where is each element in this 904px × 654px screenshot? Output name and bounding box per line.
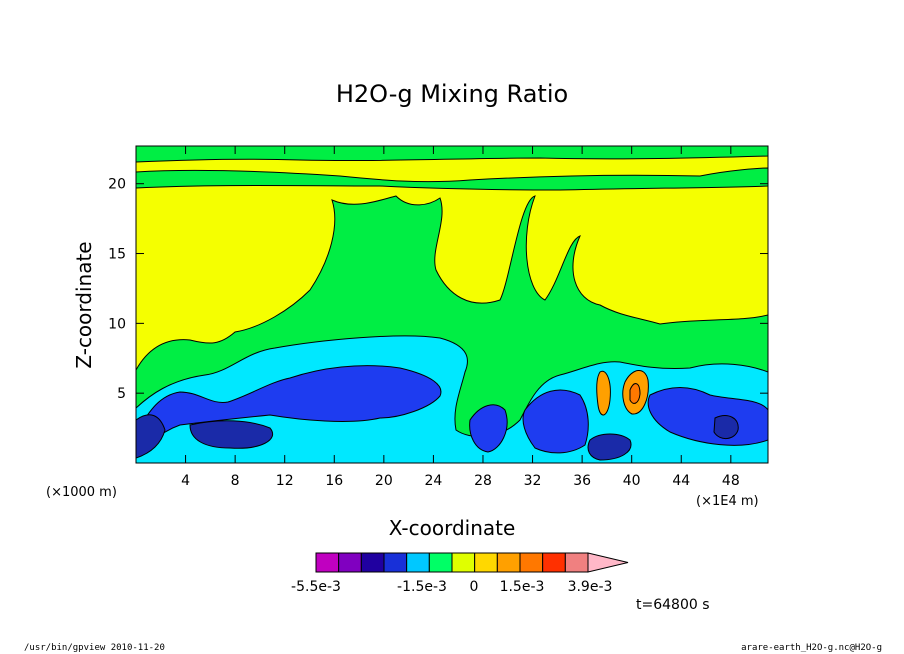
colorbar-label: -1.5e-3 [397, 579, 447, 595]
x-tick-label: 48 [722, 473, 740, 489]
plot-area [135, 145, 769, 464]
y-tick-label: 15 [108, 247, 126, 263]
field-cyan [136, 335, 768, 463]
colorbar-labels: -5.5e-3 -1.5e-3 0 1.5e-3 3.9e-3 [291, 579, 612, 595]
field-blue [136, 365, 442, 451]
x-tick-label: 4 [181, 473, 190, 489]
x-tick-label: 40 [623, 473, 641, 489]
colorbar-label: 3.9e-3 [568, 579, 613, 595]
x-unit-left: (×1000 m) [46, 485, 117, 500]
field-orange-core [629, 383, 641, 404]
x-tick-label: 28 [474, 473, 492, 489]
colorbar-label: -5.5e-3 [291, 579, 341, 595]
x-tick-label: 44 [672, 473, 690, 489]
x-tick-label: 24 [424, 473, 442, 489]
y-axis: 5 10 15 20 [108, 177, 768, 402]
colorbar-label: 0 [470, 579, 479, 595]
colorbar-cell [338, 552, 362, 573]
time-label: t=64800 s [636, 597, 710, 613]
x-tick-label: 20 [375, 473, 393, 489]
x-axis: 4 8 12 16 20 24 28 32 36 40 44 48 [181, 146, 740, 489]
colorbar [315, 552, 629, 573]
field-blue2 [469, 387, 768, 454]
footer-right: arare-earth_H2O-g.nc@H2O-g [741, 643, 882, 653]
x-axis-label: X-coordinate [389, 516, 516, 540]
colorbar-cell [451, 552, 476, 573]
field-dark-blue [136, 414, 739, 461]
x-tick-label: 32 [524, 473, 542, 489]
field-green-top [136, 167, 768, 191]
x-tick-label: 36 [573, 473, 591, 489]
y-tick-label: 20 [108, 177, 126, 193]
x-tick-label: 12 [276, 473, 294, 489]
colorbar-cell [406, 552, 430, 573]
x-unit-right: (×1E4 m) [696, 494, 759, 509]
colorbar-cell [474, 552, 498, 573]
chart-title: H2O-g Mixing Ratio [336, 80, 568, 108]
colorbar-cell [428, 552, 453, 573]
colorbar-cell [383, 552, 408, 573]
plot-frame [135, 145, 769, 464]
field-green-top2 [136, 146, 768, 163]
y-tick-label: 5 [117, 386, 126, 402]
colorbar-cell [315, 552, 340, 573]
footer-left: /usr/bin/gpview 2010-11-20 [24, 643, 165, 653]
y-tick-label: 10 [108, 316, 126, 332]
colorbar-label: 1.5e-3 [500, 579, 545, 595]
colorbar-cell [542, 552, 566, 573]
colorbar-cell [564, 552, 589, 573]
colorbar-cell [360, 552, 385, 573]
field-orange [596, 370, 649, 416]
x-tick-label: 8 [231, 473, 240, 489]
colorbar-cell [519, 552, 544, 573]
y-axis-label: Z-coordinate [72, 241, 96, 368]
x-tick-label: 16 [325, 473, 343, 489]
colorbar-cell [496, 552, 521, 573]
colorbar-arrow [587, 552, 629, 573]
